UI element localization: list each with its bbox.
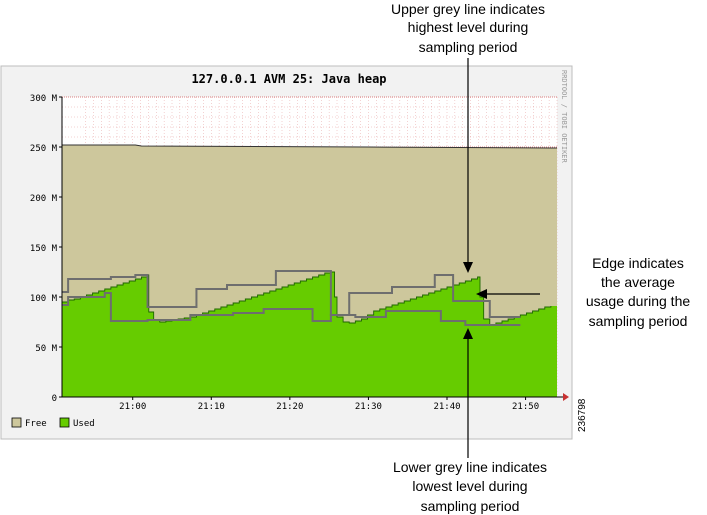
figure-id: 236798 (577, 398, 588, 432)
annotation-upper-line: Upper grey line indicates highest level … (391, 1, 545, 273)
annotation-edge-3: usage during the (586, 293, 691, 309)
annotation-lower-line-1: Lower grey line indicates (393, 459, 547, 475)
legend-label-used: Used (73, 419, 95, 429)
annotation-edge-2: the average (601, 274, 675, 290)
y-tick-labels: 0 50 M 100 M 150 M 200 M 250 M 300 M (30, 94, 62, 404)
annotation-upper-line-3: sampling period (419, 39, 518, 55)
x-tick-label: 21:30 (355, 402, 382, 412)
x-tick-label: 21:20 (276, 402, 303, 412)
x-tick-labels: 21:00 21:10 21:20 21:30 21:40 21:50 (119, 397, 539, 412)
total-heap-line (62, 144, 557, 149)
annotation-upper-arrowhead-icon (463, 262, 473, 273)
y-tick-label: 50 M (35, 344, 57, 354)
y-tick-label: 0 (52, 394, 57, 404)
x-tick-label: 21:00 (119, 402, 146, 412)
x-axis-arrow-icon (563, 393, 569, 401)
min-grey-line (62, 292, 521, 326)
x-tick-label: 21:10 (198, 402, 225, 412)
annotation-lower-line: Lower grey line indicates lowest level d… (393, 328, 547, 514)
y-tick-label: 250 M (30, 144, 58, 154)
annotation-edge-1: Edge indicates (592, 255, 684, 271)
x-tick-label: 21:40 (433, 402, 460, 412)
annotation-lower-arrowhead-icon (463, 328, 473, 339)
chart-title: 127.0.0.1 AVM 25: Java heap (191, 72, 386, 86)
line-layer (62, 270, 521, 326)
annotation-upper-line-1: Upper grey line indicates (391, 1, 545, 17)
y-tick-label: 150 M (30, 244, 58, 254)
annotation-lower-line-2: lowest level during (412, 478, 527, 494)
legend-label-free: Free (25, 419, 47, 429)
legend-swatch-used (59, 417, 70, 428)
annotation-upper-line-2: highest level during (408, 19, 529, 35)
legend-swatch-free (11, 417, 22, 428)
x-tick-label: 21:50 (512, 402, 539, 412)
y-tick-label: 300 M (30, 94, 58, 104)
annotation-edge-arrowhead-icon (476, 289, 487, 299)
y-tick-label: 200 M (30, 194, 58, 204)
annotation-edge-4: sampling period (589, 313, 688, 329)
annotation-lower-line-3: sampling period (421, 498, 520, 514)
area-used (62, 272, 557, 397)
rrdtool-watermark: RRDTOOL / TOBI OETIKER (560, 70, 568, 164)
y-tick-label: 100 M (30, 294, 58, 304)
max-grey-line (62, 270, 521, 318)
legend: Free Used (11, 417, 95, 429)
annotation-edge: Edge indicates the average usage during … (476, 255, 690, 329)
